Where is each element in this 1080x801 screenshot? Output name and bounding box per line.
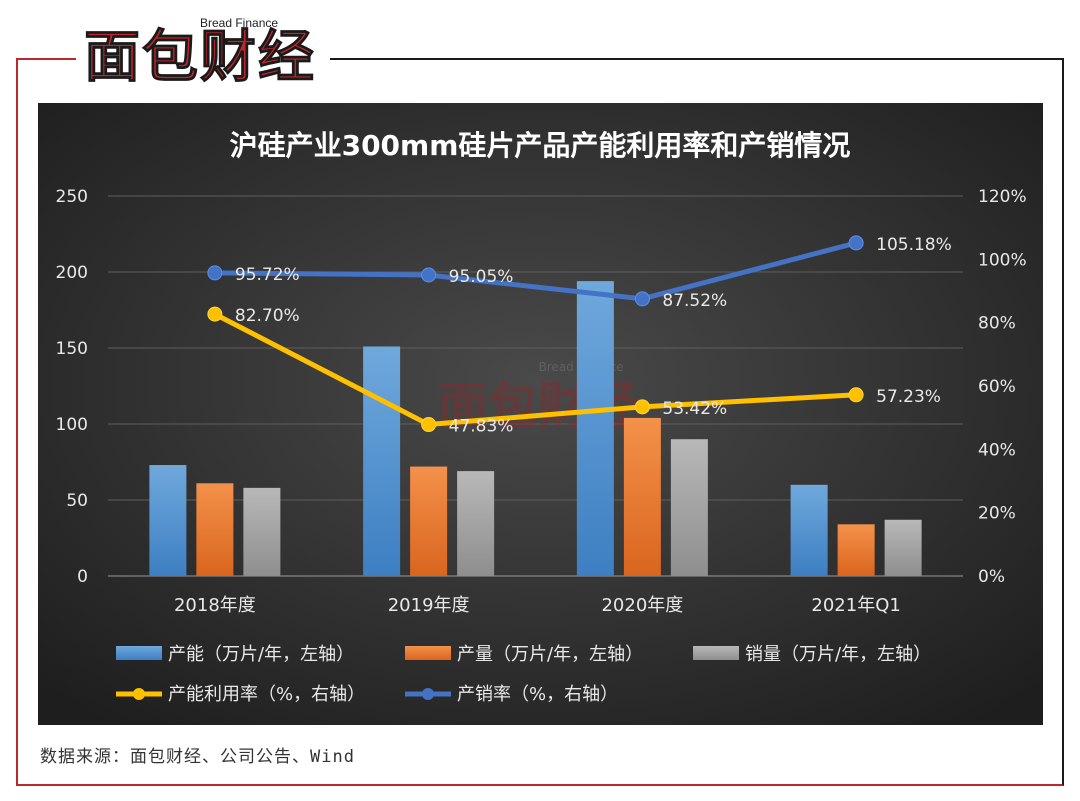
bar-1-1 — [149, 465, 187, 576]
point-2-4 — [848, 235, 864, 251]
outer-frame — [16, 58, 1064, 786]
bar-3-4 — [884, 519, 922, 576]
bar-2-3 — [623, 417, 661, 576]
right-tick-label: 20% — [978, 504, 1016, 524]
frame-top-left-line — [16, 58, 76, 60]
bar-3-1 — [243, 487, 281, 576]
bar-1-2 — [363, 346, 401, 576]
chart-svg: 沪硅产业300mm硅片产品产能利用率和产销情况 050100150200250 … — [38, 103, 1043, 725]
category-label: 2019年度 — [388, 595, 470, 616]
category-label: 2018年度 — [174, 595, 256, 616]
legend-marker — [422, 688, 434, 700]
data-label: 47.83% — [449, 417, 514, 437]
point-2-3 — [634, 291, 650, 307]
data-label: 82.70% — [235, 306, 300, 326]
chart-panel: 沪硅产业300mm硅片产品产能利用率和产销情况 0 50 100 150 200 250 … — [38, 103, 1043, 725]
bar-1-3 — [576, 281, 614, 576]
category-axis: 2018年度 2019年度 2020年度 2021年Q1 — [174, 595, 901, 616]
legend-label: 产能（万片/年，左轴） — [168, 644, 354, 665]
left-tick-label: 250 — [56, 187, 88, 207]
left-tick-label: 0 — [77, 567, 88, 587]
point-1-4 — [848, 387, 864, 403]
data-label: 105.18% — [876, 235, 952, 255]
right-tick-label: 40% — [978, 440, 1016, 460]
logo: 面包财经 — [84, 25, 316, 90]
data-label: 95.05% — [449, 267, 514, 287]
right-tick-label: 120% — [978, 187, 1027, 207]
right-tick-label: 0% — [978, 567, 1005, 587]
right-tick-label: 100% — [978, 250, 1027, 270]
bar-1-4 — [790, 484, 828, 576]
legend: 产能（万片/年，左轴） 产量（万片/年，左轴） 销量（万片/年，左轴） 产能利用率（%… — [116, 644, 931, 705]
bar-3-3 — [670, 439, 708, 576]
right-tick-label: 80% — [978, 314, 1016, 334]
bar-2-1 — [196, 483, 234, 576]
data-label: 87.52% — [662, 291, 727, 311]
left-tick-label: 50 — [66, 491, 88, 511]
bar-3-2 — [457, 471, 495, 576]
left-tick-label: 200 — [56, 263, 88, 283]
point-2-2 — [421, 267, 437, 283]
legend-label: 产销率（%，右轴） — [457, 684, 618, 705]
data-label: 53.42% — [662, 399, 727, 419]
legend-label: 产能利用率（%，右轴） — [168, 684, 365, 705]
lines: 82.70% 47.83% 53.42% 57.23% 95.72% 95.05% 87.5… — [207, 235, 952, 437]
point-1-1 — [207, 306, 223, 322]
category-label: 2021年Q1 — [811, 595, 900, 616]
frame-top-right-line — [330, 58, 1064, 60]
point-2-1 — [207, 265, 223, 281]
legend-swatch — [116, 646, 162, 660]
point-1-3 — [634, 399, 650, 415]
legend-marker — [133, 688, 145, 700]
source-note: 数据来源：面包财经、公司公告、Wind — [40, 747, 355, 767]
data-label: 57.23% — [876, 387, 941, 407]
line-1 — [213, 311, 857, 428]
left-tick-label: 150 — [56, 339, 88, 359]
line-2 — [214, 240, 857, 302]
right-tick-label: 60% — [978, 377, 1016, 397]
left-axis: 0 50 100 150 200 250 — [56, 187, 88, 587]
left-tick-label: 100 — [56, 415, 88, 435]
legend-swatch — [693, 646, 739, 660]
bars — [149, 281, 922, 576]
legend-swatch — [405, 646, 451, 660]
chart-title: 沪硅产业300mm硅片产品产能利用率和产销情况 — [230, 129, 851, 162]
logo-english: Bread Finance — [200, 16, 279, 30]
right-axis: 0% 20% 40% 60% 80% 100% 120% — [978, 187, 1027, 587]
category-label: 2020年度 — [601, 595, 683, 616]
bar-2-4 — [837, 524, 875, 576]
point-1-2 — [421, 417, 437, 433]
bar-2-2 — [410, 466, 448, 576]
legend-label: 销量（万片/年，左轴） — [745, 644, 931, 665]
legend-label: 产量（万片/年，左轴） — [457, 644, 643, 665]
data-label: 95.72% — [235, 265, 300, 285]
